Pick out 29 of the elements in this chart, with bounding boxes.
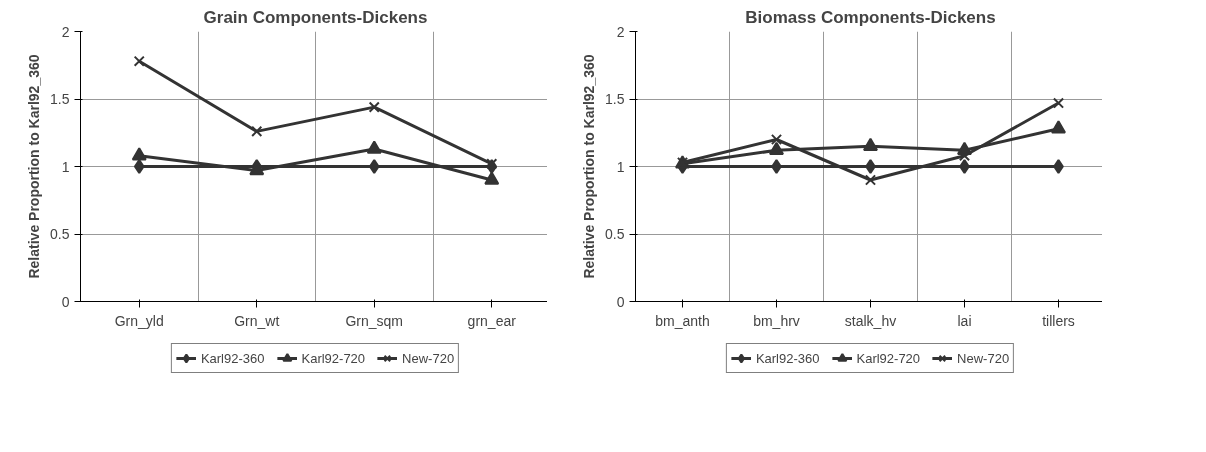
y-tick-label: 0.5 [50,226,70,242]
y-tick-label: 0 [61,293,70,310]
x-tick-label: Grn_yld [114,312,164,329]
chart-title: Grain Components-Dickens [203,7,428,27]
x-tick-label: bm_anth [655,312,710,329]
y-tick-label: 1 [616,158,625,175]
legend-label: Karl92-720 [301,350,366,366]
chart-title: Biomass Components-Dickens [745,7,996,27]
y-tick-label: 2 [61,23,70,40]
y-tick-label: 0 [616,293,625,310]
x-tick-label: stalk_hv [844,312,897,329]
legend-label: New-720 [402,350,455,366]
y-tick-label: 1.5 [50,91,70,107]
x-tick-label: Grn_wt [234,312,280,329]
y-tick-label: 1.5 [605,91,625,107]
legend-label: Karl92-360 [200,350,265,366]
x-tick-label: Grn_sqm [345,312,404,329]
y-tick-label: 0.5 [605,226,625,242]
y-tick-label: 1 [61,158,70,175]
y-tick-label: 2 [616,23,625,40]
legend-label: New-720 [957,350,1010,366]
legend-label: Karl92-360 [755,350,820,366]
y-axis-title: Relative Proportion to Karl92_360 [26,54,43,279]
x-tick-label: tillers [1042,312,1075,329]
legend-label: Karl92-720 [856,350,921,366]
x-tick-label: lai [957,312,972,329]
x-tick-label: grn_ear [467,312,517,329]
x-tick-label: bm_hrv [753,312,800,329]
y-axis-title: Relative Proportion to Karl92_360 [581,54,598,279]
